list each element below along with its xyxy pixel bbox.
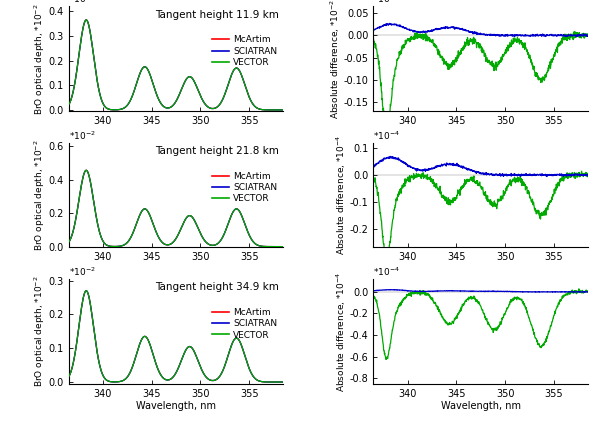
X-axis label: Wavelength, nm: Wavelength, nm: [441, 402, 521, 411]
Y-axis label: Absolute difference, *10$^{-4}$: Absolute difference, *10$^{-4}$: [335, 271, 348, 391]
Legend: McArtim, SCIATRAN, VECTOR: McArtim, SCIATRAN, VECTOR: [209, 32, 281, 70]
Text: *10$^{-2}$: *10$^{-2}$: [69, 265, 96, 278]
Text: Tangent height 11.9 km: Tangent height 11.9 km: [155, 9, 279, 20]
Text: *10$^{-2}$: *10$^{-2}$: [373, 0, 400, 6]
Text: *10$^{-4}$: *10$^{-4}$: [373, 129, 401, 142]
Legend: McArtim, SCIATRAN, VECTOR: McArtim, SCIATRAN, VECTOR: [209, 168, 281, 207]
Y-axis label: BrO optical depth, *10$^{-2}$: BrO optical depth, *10$^{-2}$: [33, 276, 47, 387]
Y-axis label: Absolute difference, *10$^{-2}$: Absolute difference, *10$^{-2}$: [329, 0, 342, 119]
Legend: McArtim, SCIATRAN, VECTOR: McArtim, SCIATRAN, VECTOR: [209, 304, 281, 343]
Text: *10$^{-2}$: *10$^{-2}$: [69, 0, 96, 6]
Text: Tangent height 34.9 km: Tangent height 34.9 km: [155, 282, 279, 292]
Text: Tangent height 21.8 km: Tangent height 21.8 km: [155, 146, 279, 156]
Text: *10$^{-4}$: *10$^{-4}$: [373, 265, 401, 278]
X-axis label: Wavelength, nm: Wavelength, nm: [136, 402, 216, 411]
Text: *10$^{-2}$: *10$^{-2}$: [69, 129, 96, 142]
Y-axis label: BrO optical depth, *10$^{-2}$: BrO optical depth, *10$^{-2}$: [33, 3, 47, 114]
Y-axis label: Absolute difference, *10$^{-4}$: Absolute difference, *10$^{-4}$: [335, 135, 348, 255]
Y-axis label: BrO optical depth, *10$^{-2}$: BrO optical depth, *10$^{-2}$: [33, 139, 47, 251]
